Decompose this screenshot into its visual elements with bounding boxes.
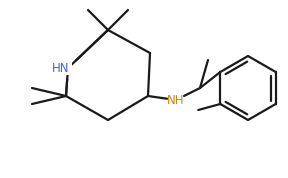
Text: HN: HN	[52, 62, 70, 75]
Text: NH: NH	[167, 93, 185, 106]
Bar	[50, 61, 72, 75]
